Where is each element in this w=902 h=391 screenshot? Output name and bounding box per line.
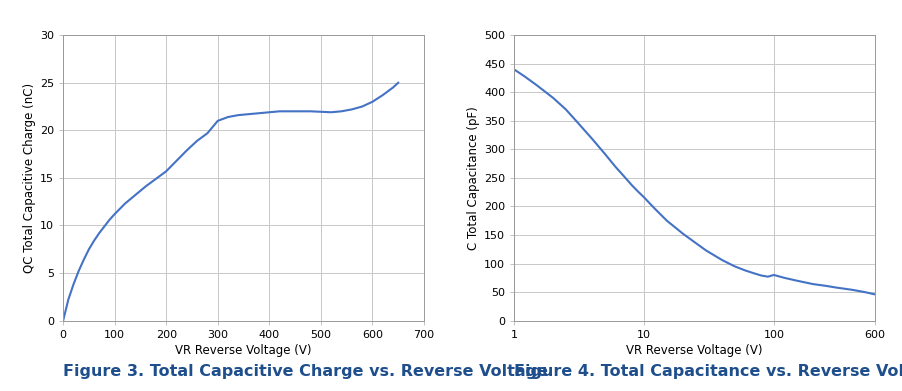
X-axis label: VR Reverse Voltage (V): VR Reverse Voltage (V) xyxy=(626,344,763,357)
Text: Figure 3. Total Capacitive Charge vs. Reverse Voltage: Figure 3. Total Capacitive Charge vs. Re… xyxy=(63,364,548,379)
X-axis label: VR Reverse Voltage (V): VR Reverse Voltage (V) xyxy=(175,344,312,357)
Y-axis label: C Total Capacitance (pF): C Total Capacitance (pF) xyxy=(467,106,480,250)
Text: Figure 4. Total Capacitance vs. Reverse Voltage: Figure 4. Total Capacitance vs. Reverse … xyxy=(514,364,902,379)
Y-axis label: QC Total Capacitive Charge (nC): QC Total Capacitive Charge (nC) xyxy=(23,83,36,273)
